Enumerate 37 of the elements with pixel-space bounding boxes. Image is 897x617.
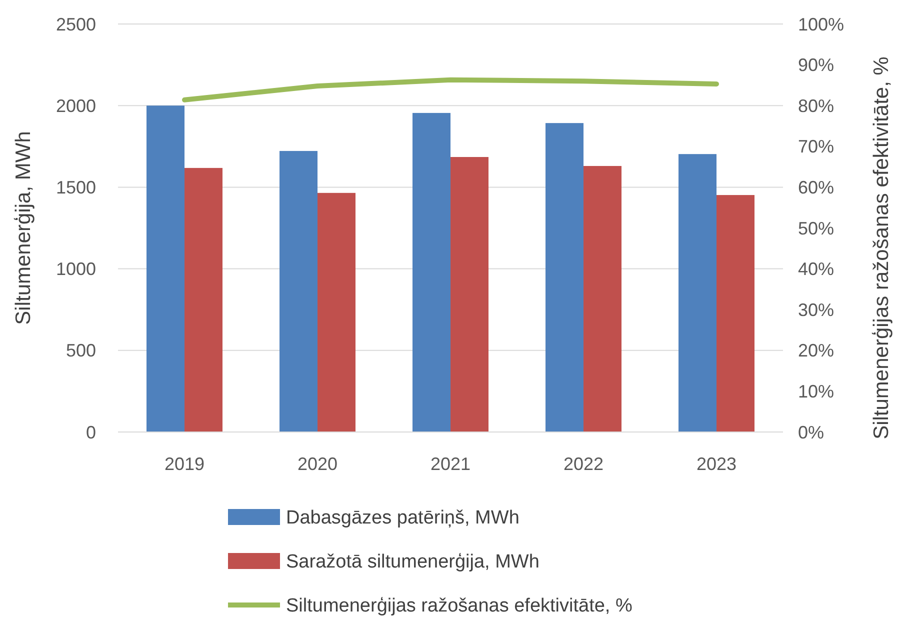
y-tick-label: 1000 xyxy=(56,259,96,280)
bar xyxy=(678,154,716,432)
bar xyxy=(584,166,622,432)
bar xyxy=(318,192,356,432)
bar xyxy=(450,157,488,432)
x-tick-label: 2020 xyxy=(297,454,338,474)
bar xyxy=(146,106,184,432)
y2-tick-label: 80% xyxy=(798,96,834,116)
y-tick-label: 500 xyxy=(66,340,96,361)
y2-tick-label: 50% xyxy=(798,218,834,238)
y2-axis-title: Siltumenerģijas ražošanas efektivitāte, % xyxy=(870,56,893,440)
y2-tick-label: 20% xyxy=(798,340,834,361)
x-tick-label: 2021 xyxy=(430,454,471,474)
y-tick-label: 2500 xyxy=(56,14,96,34)
bar xyxy=(184,168,222,432)
x-tick-label: 2023 xyxy=(696,454,737,474)
y2-tick-label: 60% xyxy=(798,178,834,198)
y2-tick-label: 30% xyxy=(798,300,834,320)
bar xyxy=(412,112,450,432)
y2-tick-label: 40% xyxy=(798,259,834,280)
y2-tick-label: 0% xyxy=(798,422,824,442)
y-tick-label: 1500 xyxy=(56,178,96,198)
y-tick-label: 0 xyxy=(86,422,96,442)
legend-label: Siltumenerģijas ražošanas efektivitāte, % xyxy=(286,596,632,617)
y2-tick-label: 10% xyxy=(798,382,834,402)
x-tick-label: 2019 xyxy=(164,454,205,474)
bar xyxy=(716,195,754,432)
y2-tick-label: 100% xyxy=(798,14,844,34)
legend-label: Dabasgāzes patēriņš, MWh xyxy=(286,508,520,529)
bar xyxy=(280,150,318,432)
y2-tick-label: 90% xyxy=(798,55,834,76)
legend-label: Saražotā siltumenerģija, MWh xyxy=(286,552,540,573)
x-tick-label: 2022 xyxy=(563,454,604,474)
y2-tick-label: 70% xyxy=(798,136,834,157)
bar xyxy=(546,123,584,432)
y-tick-label: 2000 xyxy=(56,96,96,116)
y-axis-title: Siltumenerģija, MWh xyxy=(12,131,35,325)
